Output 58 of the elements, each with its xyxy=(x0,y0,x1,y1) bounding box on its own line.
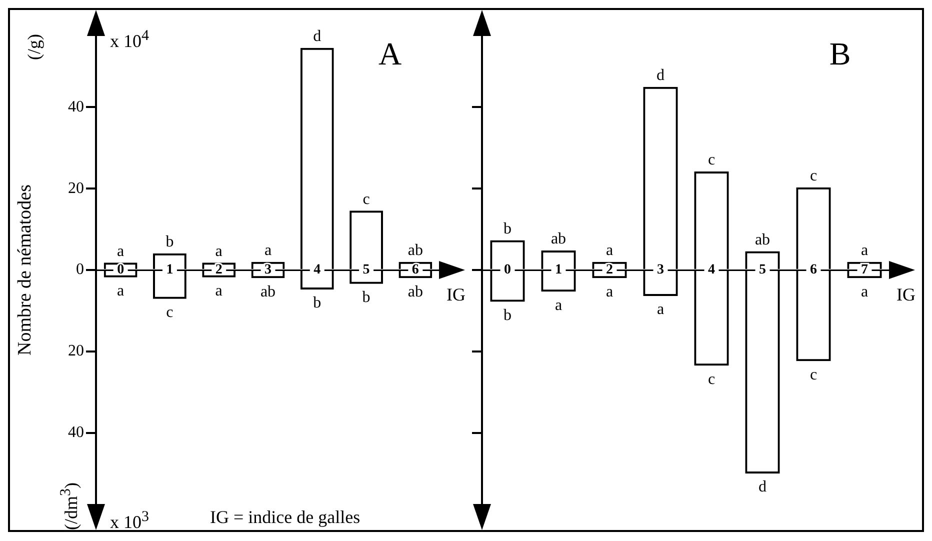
annotation: ab xyxy=(408,242,423,260)
y-axis-title: Nombre de nématodes xyxy=(14,184,36,356)
text: IG = indice de galles xyxy=(210,507,360,527)
x-tick-label: 5 xyxy=(759,262,766,278)
annotation: ab xyxy=(754,231,770,248)
x-axis-title: IG xyxy=(896,284,916,305)
chart-title: B xyxy=(829,35,851,72)
x-tick-label: 3 xyxy=(657,262,664,278)
annotation: c xyxy=(810,366,818,384)
annotation: a xyxy=(117,242,124,260)
x-tick-label: 6 xyxy=(810,262,817,278)
annotation: a xyxy=(215,282,222,300)
annotation: b xyxy=(504,220,512,238)
x-tick-label: 4 xyxy=(314,262,321,278)
x-tick-label: 2 xyxy=(606,262,613,278)
x-tick-label: 4 xyxy=(708,262,715,278)
annotation: a xyxy=(606,283,614,300)
annotation: a xyxy=(860,283,868,300)
annotation: d xyxy=(313,28,322,46)
chart-title: A xyxy=(378,35,402,72)
text: (/g) xyxy=(24,34,44,60)
annotation: a xyxy=(264,242,272,260)
annotation: c xyxy=(810,168,818,185)
annotation: b xyxy=(504,306,512,324)
annotation: b xyxy=(166,234,174,251)
annotation: ab xyxy=(550,230,566,248)
annotation: a xyxy=(656,301,664,318)
annotation: a xyxy=(117,282,124,300)
y-tick-label: 20 xyxy=(68,342,84,360)
annotation: b xyxy=(313,294,322,312)
annotation: c xyxy=(166,304,174,322)
y-tick-label: 20 xyxy=(68,180,84,197)
annotation: x 10$^{4}$ xyxy=(110,27,149,51)
y-tick-label: 40 xyxy=(68,98,84,116)
annotation: d xyxy=(656,67,664,84)
x-tick-label: 2 xyxy=(215,262,222,278)
annotation: a xyxy=(554,296,562,314)
x-tick-label: 1 xyxy=(555,262,562,278)
x-tick-label: 7 xyxy=(861,262,868,278)
annotation: c xyxy=(708,370,716,388)
annotation: ab xyxy=(260,283,276,300)
annotation: a xyxy=(215,242,222,260)
annotation: a xyxy=(606,242,614,260)
x-tick-label: 3 xyxy=(264,262,272,278)
x-tick-label: 5 xyxy=(362,262,370,278)
x-tick-label: 0 xyxy=(117,262,124,278)
annotation: ab xyxy=(408,283,423,300)
x-tick-label: 1 xyxy=(166,262,174,278)
y-tick-label: 40 xyxy=(68,424,84,441)
annotation: c xyxy=(708,152,716,169)
annotation: c xyxy=(362,190,370,208)
text: x 10$^{3}$ xyxy=(110,508,149,532)
annotation: b xyxy=(362,289,370,306)
x-axis-title: IG xyxy=(446,284,466,305)
annotation: d xyxy=(758,478,766,496)
x-tick-label: 6 xyxy=(412,262,419,278)
x-tick-label: 0 xyxy=(504,262,511,278)
annotation: a xyxy=(860,242,868,260)
